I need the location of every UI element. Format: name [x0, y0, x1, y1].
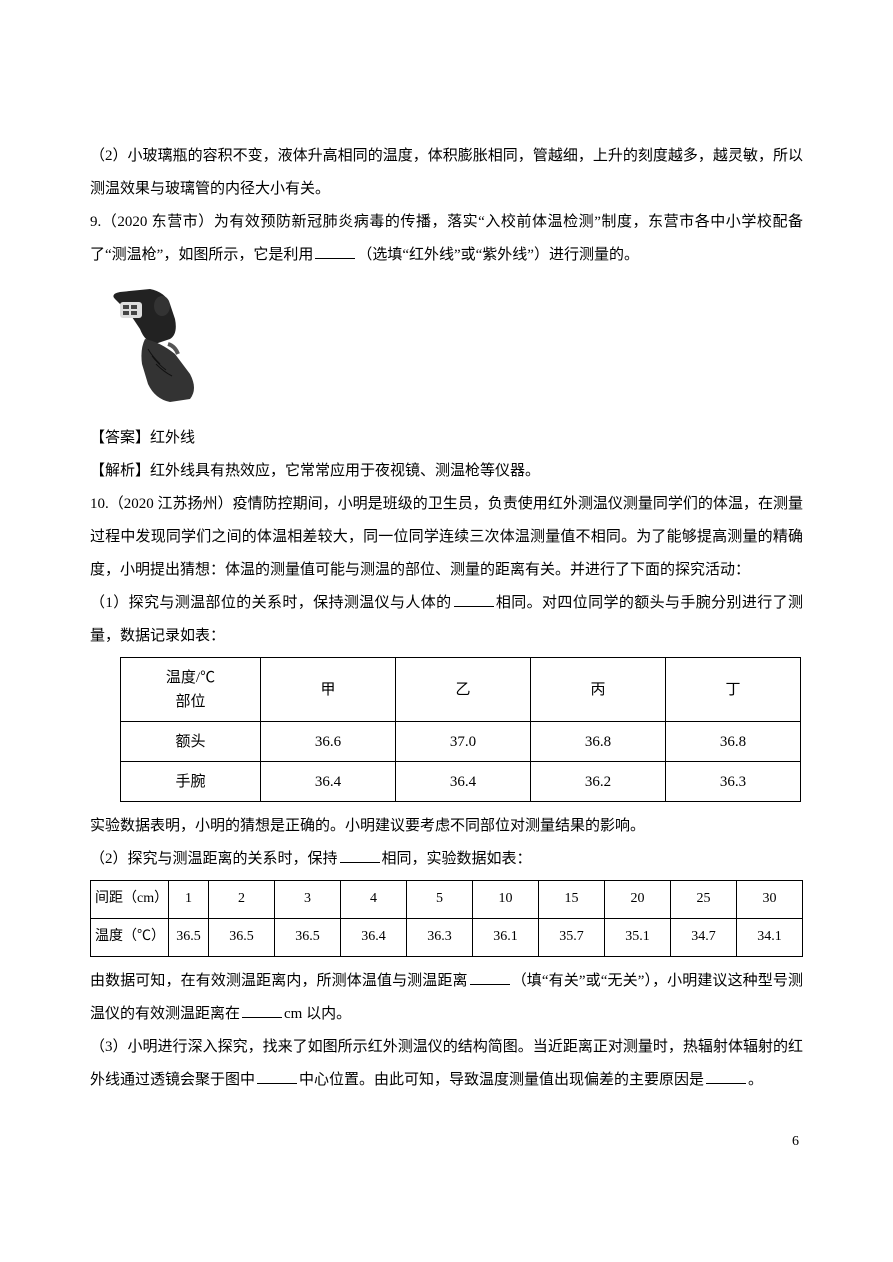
answer-label: 【答案】: [90, 430, 150, 446]
table-row: 间距（cm） 1 2 3 4 5 10 15 20 25 30: [91, 881, 803, 919]
t2-t4: 36.3: [407, 919, 473, 957]
q10-part1: （1）探究与测温部位的关系时，保持测温仪与人体的相同。对四位同学的额头与手腕分别…: [90, 587, 803, 653]
q9-text-b: （选填“红外线”或“紫外线”）进行测量的。: [357, 247, 639, 263]
t2-d6: 15: [539, 881, 605, 919]
q10-p3-c: 。: [748, 1072, 763, 1088]
t2-d8: 25: [671, 881, 737, 919]
q9-explain: 【解析】红外线具有热效应，它常常应用于夜视镜、测温枪等仪器。: [90, 455, 803, 488]
t1-r0-v0: 36.6: [261, 722, 396, 762]
t1-r0-v2: 36.8: [531, 722, 666, 762]
t1-h-line1: 温度/℃: [125, 666, 256, 690]
q9-blank[interactable]: [315, 244, 355, 259]
t2-t3: 36.4: [341, 919, 407, 957]
t1-r1-v1: 36.4: [396, 762, 531, 802]
q10-p2a-c: cm 以内。: [284, 1006, 351, 1022]
t1-r0-label: 额头: [121, 722, 261, 762]
t2-d9: 30: [737, 881, 803, 919]
t2-t9: 34.1: [737, 919, 803, 957]
t1-h-line2: 部位: [125, 690, 256, 714]
q10-blank-5[interactable]: [257, 1069, 297, 1084]
t2-d0: 1: [169, 881, 209, 919]
page-number: 6: [90, 1127, 803, 1158]
explain-text: 红外线具有热效应，它常常应用于夜视镜、测温枪等仪器。: [150, 463, 540, 479]
question-9-text: 9.（2020 东营市）为有效预防新冠肺炎病毒的传播，落实“入校前体温检测”制度…: [90, 206, 803, 272]
t1-col-0: 甲: [261, 658, 396, 722]
t1-r1-v3: 36.3: [666, 762, 801, 802]
paragraph-answer-2: （2）小玻璃瓶的容积不变，液体升高相同的温度，体积膨胀相同，管越细，上升的刻度越…: [90, 140, 803, 206]
t1-col-2: 丙: [531, 658, 666, 722]
t2-t7: 35.1: [605, 919, 671, 957]
t2-r0-label: 间距（cm）: [91, 881, 169, 919]
q10-p3-b: 中心位置。由此可知，导致温度测量值出现偏差的主要原因是: [299, 1072, 704, 1088]
q10-blank-1[interactable]: [454, 592, 494, 607]
t1-r0-v1: 37.0: [396, 722, 531, 762]
t2-d7: 20: [605, 881, 671, 919]
t2-d1: 2: [209, 881, 275, 919]
q10-intro: 10.（2020 江苏扬州）疫情防控期间，小明是班级的卫生员，负责使用红外测温仪…: [90, 488, 803, 587]
table-body-part-temperature: 温度/℃ 部位 甲 乙 丙 丁 额头 36.6 37.0 36.8 36.8 手…: [120, 657, 801, 802]
q10-part2: （2）探究与测温距离的关系时，保持 相同，实验数据如表：: [90, 843, 803, 876]
t1-r0-v3: 36.8: [666, 722, 801, 762]
t1-header-rowcol: 温度/℃ 部位: [121, 658, 261, 722]
q10-part2-after: 由数据可知，在有效测温距离内，所测体温值与测温距离（填“有关”或“无关”），小明…: [90, 965, 803, 1031]
q10-blank-4[interactable]: [242, 1003, 282, 1018]
t2-t6: 35.7: [539, 919, 605, 957]
q10-blank-6[interactable]: [706, 1069, 746, 1084]
t2-d3: 4: [341, 881, 407, 919]
t2-t2: 36.5: [275, 919, 341, 957]
t2-d5: 10: [473, 881, 539, 919]
t2-d4: 5: [407, 881, 473, 919]
q10-part1-after: 实验数据表明，小明的猜想是正确的。小明建议要考虑不同部位对测量结果的影响。: [90, 810, 803, 843]
q10-part2-a: （2）探究与测温距离的关系时，保持: [90, 851, 338, 867]
t2-r1-label: 温度（℃）: [91, 919, 169, 957]
t2-d2: 3: [275, 881, 341, 919]
q9-answer: 【答案】红外线: [90, 422, 803, 455]
explain-label: 【解析】: [90, 463, 150, 479]
t1-r1-v2: 36.2: [531, 762, 666, 802]
t2-t8: 34.7: [671, 919, 737, 957]
t2-t1: 36.5: [209, 919, 275, 957]
thermometer-gun-image: [90, 284, 230, 414]
t1-col-1: 乙: [396, 658, 531, 722]
q10-blank-2[interactable]: [340, 848, 380, 863]
q10-part3: （3）小明进行深入探究，找来了如图所示红外测温仪的结构简图。当近距离正对测量时，…: [90, 1031, 803, 1097]
table-row: 手腕 36.4 36.4 36.2 36.3: [121, 762, 801, 802]
q10-p2a-a: 由数据可知，在有效测温距离内，所测体温值与测温距离: [90, 973, 468, 989]
table-row: 温度（℃） 36.5 36.5 36.5 36.4 36.3 36.1 35.7…: [91, 919, 803, 957]
q10-blank-3[interactable]: [470, 970, 510, 985]
answer-text: 红外线: [150, 430, 195, 446]
t1-r1-label: 手腕: [121, 762, 261, 802]
t1-r1-v0: 36.4: [261, 762, 396, 802]
t1-col-3: 丁: [666, 658, 801, 722]
table-row: 额头 36.6 37.0 36.8 36.8: [121, 722, 801, 762]
q10-part2-b: 相同，实验数据如表：: [382, 851, 532, 867]
q10-part1-a: （1）探究与测温部位的关系时，保持测温仪与人体的: [90, 595, 452, 611]
t2-t0: 36.5: [169, 919, 209, 957]
t2-t5: 36.1: [473, 919, 539, 957]
table-distance-temperature: 间距（cm） 1 2 3 4 5 10 15 20 25 30 温度（℃） 36…: [90, 880, 803, 957]
